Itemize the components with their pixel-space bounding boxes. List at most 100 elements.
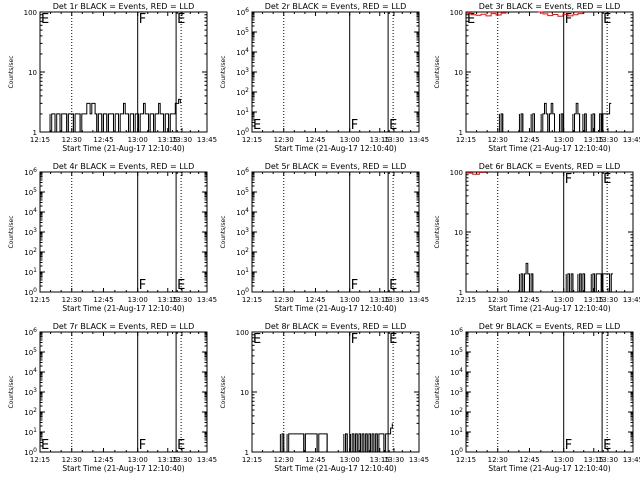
event-marker-label: E bbox=[253, 118, 261, 133]
panel-title: Det 3r BLACK = Events, RED = LLD bbox=[479, 2, 621, 11]
x-tick-label: 13:15 bbox=[584, 296, 604, 304]
y-tick-label: 104 bbox=[450, 367, 463, 377]
x-tick-label: 13:30 bbox=[598, 296, 618, 304]
x-axis-label: Start Time (21-Aug-17 12:10:40) bbox=[274, 304, 396, 313]
y-tick-label: 102 bbox=[236, 87, 249, 97]
x-axis-label: Start Time (21-Aug-17 12:10:40) bbox=[62, 464, 184, 473]
x-tick-label: 13:15 bbox=[584, 456, 604, 464]
x-tick-label: 13:30 bbox=[172, 296, 192, 304]
x-tick-label: 12:15 bbox=[456, 296, 476, 304]
x-tick-label: 13:45 bbox=[409, 456, 429, 464]
x-tick-label: 13:45 bbox=[623, 296, 640, 304]
x-tick-label: 12:45 bbox=[93, 136, 113, 144]
y-tick-label: 101 bbox=[450, 427, 463, 437]
y-axis-label: Counts/sec bbox=[8, 215, 15, 248]
x-tick-label: 13:30 bbox=[172, 136, 192, 144]
x-tick-label: 13:00 bbox=[554, 136, 574, 144]
x-tick-label: 12:45 bbox=[305, 296, 325, 304]
event-marker-label: F bbox=[351, 278, 358, 293]
x-tick-label: 12:45 bbox=[93, 456, 113, 464]
event-marker-label: E bbox=[603, 172, 611, 187]
y-tick-label: 105 bbox=[24, 187, 37, 197]
x-tick-label: 12:30 bbox=[488, 296, 508, 304]
y-tick-label: 105 bbox=[450, 347, 463, 357]
y-tick-label: 10 bbox=[454, 229, 463, 237]
panel-title: Det 6r BLACK = Events, RED = LLD bbox=[479, 162, 621, 171]
panel-p5: Det 5r BLACK = Events, RED = LLD 100 101 10… bbox=[220, 162, 429, 313]
plot-frame bbox=[251, 11, 420, 133]
x-tick-label: 13:30 bbox=[598, 136, 618, 144]
y-tick-label: 104 bbox=[24, 367, 37, 377]
x-tick-label: 13:15 bbox=[158, 136, 178, 144]
y-tick-label: 102 bbox=[24, 407, 37, 417]
y-tick-label: 100 bbox=[236, 287, 249, 297]
x-tick-label: 12:30 bbox=[62, 136, 82, 144]
panel-title: Det 7r BLACK = Events, RED = LLD bbox=[53, 322, 195, 331]
x-tick-label: 12:45 bbox=[305, 456, 325, 464]
y-tick-label: 104 bbox=[236, 207, 249, 217]
x-tick-label: 12:15 bbox=[242, 136, 262, 144]
panel-p3: Det 3r BLACK = Events, RED = LLD 1 10 100 Co… bbox=[434, 2, 640, 153]
x-tick-label: 13:00 bbox=[128, 456, 148, 464]
event-marker-label: E bbox=[41, 438, 49, 453]
x-tick-label: 13:30 bbox=[384, 136, 404, 144]
y-axis-label: Counts/sec bbox=[220, 215, 227, 248]
y-tick-label: 100 bbox=[24, 287, 37, 297]
x-tick-label: 13:30 bbox=[384, 456, 404, 464]
x-axis-label: Start Time (21-Aug-17 12:10:40) bbox=[274, 144, 396, 153]
event-marker-label: E bbox=[177, 438, 185, 453]
x-tick-label: 13:45 bbox=[623, 456, 640, 464]
x-tick-label: 12:30 bbox=[488, 456, 508, 464]
x-tick-label: 12:15 bbox=[456, 136, 476, 144]
y-tick-label: 104 bbox=[24, 207, 37, 217]
x-tick-label: 13:30 bbox=[384, 296, 404, 304]
panel-title: Det 1r BLACK = Events, RED = LLD bbox=[53, 2, 195, 11]
series-events-line bbox=[50, 98, 181, 133]
y-axis-label: Counts/sec bbox=[434, 215, 441, 248]
y-tick-label: 10 bbox=[240, 389, 249, 397]
y-axis-label: Counts/sec bbox=[434, 375, 441, 408]
panel-p7: Det 7r BLACK = Events, RED = LLD 100 101 10… bbox=[8, 322, 217, 473]
x-tick-label: 13:45 bbox=[623, 136, 640, 144]
event-marker-label: F bbox=[565, 438, 572, 453]
series-lld-line bbox=[537, 11, 584, 17]
x-axis-label: Start Time (21-Aug-17 12:10:40) bbox=[488, 304, 610, 313]
y-tick-label: 101 bbox=[236, 107, 249, 117]
y-tick-label: 102 bbox=[24, 247, 37, 257]
x-tick-label: 12:45 bbox=[519, 136, 539, 144]
y-tick-label: 10 bbox=[28, 69, 37, 77]
x-tick-label: 13:00 bbox=[340, 456, 360, 464]
event-marker-label: E bbox=[389, 332, 397, 347]
y-tick-label: 1 bbox=[33, 129, 37, 137]
x-tick-label: 12:45 bbox=[519, 456, 539, 464]
x-tick-label: 13:00 bbox=[128, 296, 148, 304]
y-axis-label: Counts/sec bbox=[8, 375, 15, 408]
series-lld-line bbox=[466, 172, 487, 175]
x-tick-label: 13:15 bbox=[370, 136, 390, 144]
event-marker-label: E bbox=[41, 12, 49, 27]
x-tick-label: 13:00 bbox=[128, 136, 148, 144]
y-tick-label: 106 bbox=[24, 167, 37, 177]
event-marker-label: E bbox=[389, 118, 397, 133]
x-tick-label: 13:45 bbox=[197, 296, 217, 304]
event-marker-label: E bbox=[603, 12, 611, 27]
y-axis-label: Counts/sec bbox=[220, 55, 227, 88]
x-tick-label: 13:00 bbox=[554, 456, 574, 464]
panel-p8: Det 8r BLACK = Events, RED = LLD 1 10 100 Co… bbox=[220, 322, 429, 473]
y-tick-label: 106 bbox=[236, 167, 249, 177]
y-tick-label: 103 bbox=[24, 227, 37, 237]
panel-p2: Det 2r BLACK = Events, RED = LLD 100 101 10… bbox=[220, 2, 429, 153]
y-tick-label: 100 bbox=[450, 9, 463, 17]
x-tick-label: 12:30 bbox=[488, 136, 508, 144]
x-tick-label: 12:45 bbox=[93, 296, 113, 304]
y-tick-label: 101 bbox=[24, 267, 37, 277]
y-tick-label: 100 bbox=[236, 127, 249, 137]
x-axis-label: Start Time (21-Aug-17 12:10:40) bbox=[62, 304, 184, 313]
x-tick-label: 13:00 bbox=[340, 136, 360, 144]
plot-frame bbox=[39, 171, 208, 293]
y-tick-label: 104 bbox=[236, 47, 249, 57]
panel-title: Det 4r BLACK = Events, RED = LLD bbox=[53, 162, 195, 171]
y-tick-label: 100 bbox=[450, 169, 463, 177]
event-marker-label: F bbox=[139, 438, 146, 453]
x-tick-label: 12:30 bbox=[62, 296, 82, 304]
